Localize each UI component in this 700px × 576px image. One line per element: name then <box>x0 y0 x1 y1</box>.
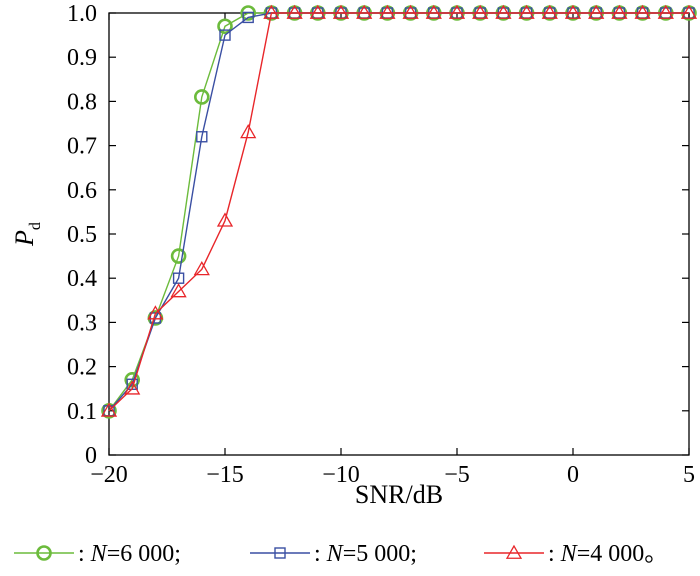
data-point <box>564 4 582 19</box>
legend-item: : N=6 000; <box>14 541 181 567</box>
legend-label: : N=5 000; <box>314 541 417 567</box>
x-axis-title: SNR/dB <box>355 480 443 509</box>
data-point <box>124 380 141 395</box>
series-line <box>108 12 689 412</box>
data-point <box>286 4 303 19</box>
data-point <box>196 131 208 143</box>
data-point <box>263 4 280 19</box>
data-point <box>194 89 210 105</box>
y-axis-title-main: P <box>10 230 39 247</box>
legend-variable: N <box>90 541 109 567</box>
x-axis-ticks: −20 −15 −10 −5 0 5 <box>90 13 695 488</box>
y-tick-label: 0.2 <box>67 355 97 381</box>
legend-item: : N=5 000; <box>250 541 417 567</box>
y-tick-label: 0.9 <box>67 45 97 71</box>
legend-value: =6 000; <box>107 541 181 567</box>
data-point <box>657 4 674 19</box>
legend-marker <box>274 547 286 559</box>
legend: : N=6 000;: N=5 000;: N=4 000。 <box>14 541 668 567</box>
data-point <box>611 4 628 19</box>
x-tick-label: −15 <box>206 462 244 488</box>
series-line <box>108 12 689 412</box>
legend-label: : N=6 000; <box>78 541 181 567</box>
x-tick-label: −10 <box>322 462 360 488</box>
y-axis-ticks: 0 0.1 0.2 0.3 0.4 0.5 0.6 0.7 0.8 0.9 1.0 <box>67 1 689 469</box>
data-point <box>332 4 350 19</box>
data-point <box>170 248 187 264</box>
x-tick-label: −20 <box>90 462 128 488</box>
data-point <box>100 402 118 417</box>
y-tick-label: 0.6 <box>67 178 97 204</box>
series-layer <box>100 4 698 419</box>
data-point <box>634 4 651 19</box>
y-tick-label: 0.5 <box>67 222 97 248</box>
series-circle <box>101 5 697 419</box>
legend-value: =5 000; <box>343 541 417 567</box>
y-tick-label: 0 <box>85 443 97 469</box>
legend-prefix: : <box>78 541 91 567</box>
y-tick-label: 1.0 <box>67 1 97 27</box>
y-tick-label: 0.7 <box>67 134 97 160</box>
series-square <box>103 7 695 417</box>
data-point <box>216 212 234 227</box>
legend-value: =4 000。 <box>577 541 669 567</box>
x-tick-label: 5 <box>683 462 695 488</box>
y-axis-title: Pd <box>10 222 44 247</box>
legend-prefix: : <box>548 541 561 567</box>
legend-variable: N <box>560 541 579 567</box>
data-point <box>402 4 419 19</box>
legend-label: : N=4 000。 <box>548 541 668 567</box>
data-point <box>680 4 698 19</box>
legend-marker <box>505 544 523 559</box>
data-point <box>448 4 466 19</box>
y-tick-label: 0.4 <box>67 266 97 292</box>
data-point <box>425 4 442 19</box>
legend-prefix: : <box>314 541 327 567</box>
svg-text:Pd: Pd <box>10 222 44 247</box>
data-point <box>170 283 187 298</box>
data-point <box>242 11 254 24</box>
data-point <box>193 261 210 276</box>
data-point <box>518 4 535 19</box>
series-line <box>108 12 689 412</box>
data-point <box>240 5 256 21</box>
y-axis-title-sub: d <box>27 222 44 230</box>
data-point <box>541 4 558 19</box>
data-point <box>379 4 396 19</box>
y-tick-label: 0.3 <box>67 310 97 336</box>
plot-frame <box>108 12 690 456</box>
data-point <box>495 4 512 19</box>
data-point <box>217 18 233 35</box>
data-point <box>472 4 489 19</box>
data-point <box>309 4 326 19</box>
legend-item: : N=4 000。 <box>484 541 668 567</box>
data-point <box>588 4 605 19</box>
series-triangle <box>100 4 698 417</box>
data-point <box>219 29 231 41</box>
data-point <box>147 305 164 320</box>
legend-variable: N <box>326 541 345 567</box>
data-point <box>356 4 373 19</box>
x-tick-label: 0 <box>567 462 579 488</box>
x-tick-label: −5 <box>444 462 470 488</box>
y-tick-label: 0.1 <box>67 399 97 425</box>
y-tick-label: 0.8 <box>67 89 97 115</box>
legend-marker <box>36 545 52 561</box>
data-point <box>240 124 257 139</box>
